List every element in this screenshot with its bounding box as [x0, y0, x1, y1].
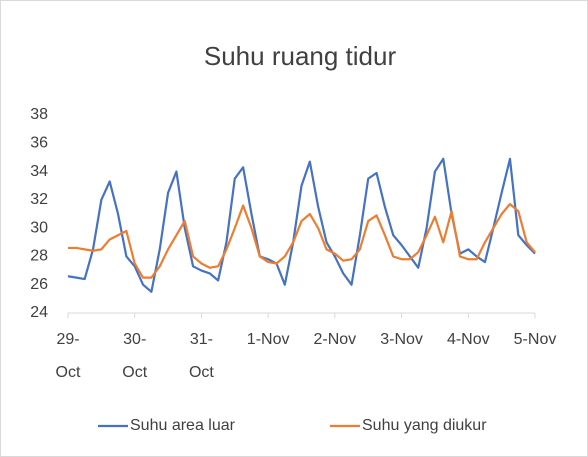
y-tick-label: 24 — [30, 304, 48, 321]
x-tick-label: 5-Nov — [514, 331, 557, 348]
legend-label: Suhu area luar — [130, 417, 236, 434]
chart-title: Suhu ruang tidur — [204, 41, 397, 71]
y-tick-label: 30 — [30, 219, 48, 236]
x-tick-label: 3-Nov — [380, 331, 423, 348]
legend-label: Suhu yang diukur — [362, 417, 487, 434]
y-tick-label: 28 — [30, 248, 48, 265]
series-line — [68, 203, 536, 279]
x-tick-label: 29- Oct — [56, 331, 81, 381]
x-tick-label-line: Oct — [189, 364, 214, 381]
y-tick-label: 38 — [30, 106, 48, 123]
x-tick-label-line: 31- — [190, 331, 213, 348]
x-tick-label: 30- Oct — [122, 331, 147, 381]
x-tick-label: 2-Nov — [314, 331, 357, 348]
x-tick-label: 1-Nov — [247, 331, 290, 348]
x-tick-label-line: 29- — [56, 331, 79, 348]
x-tick-label-line: Oct — [122, 364, 147, 381]
x-tick-label: 31- Oct — [189, 331, 214, 381]
y-tick-label: 34 — [30, 163, 48, 180]
x-tick-label-line: 30- — [123, 331, 146, 348]
y-tick-label: 36 — [30, 135, 48, 152]
x-tick-label-line: Oct — [56, 364, 81, 381]
y-tick-label: 32 — [30, 191, 48, 208]
y-tick-label: 26 — [30, 276, 48, 293]
x-tick-label: 4-Nov — [447, 331, 490, 348]
